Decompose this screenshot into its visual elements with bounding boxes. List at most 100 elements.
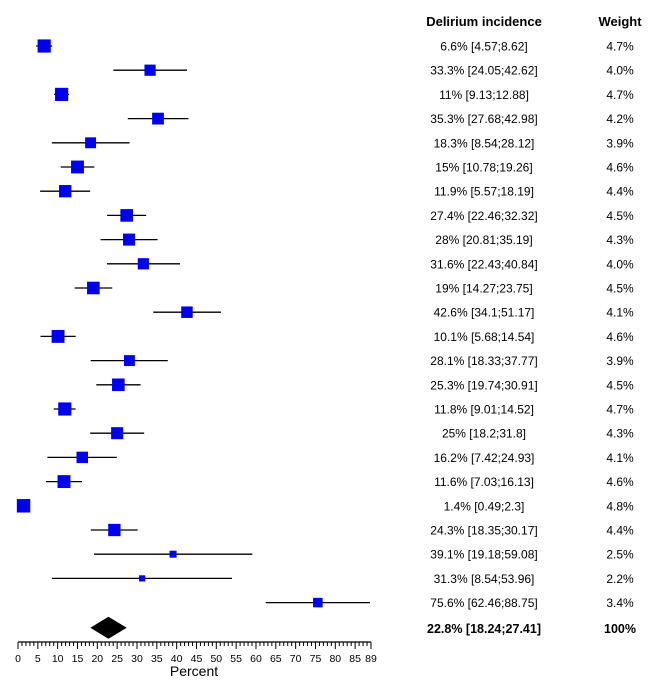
x-tick-label: 45	[191, 653, 203, 665]
incidence-ci-label: 27.4% [22.46;32.32]	[430, 209, 537, 223]
weight-label: 4.5%	[606, 209, 634, 223]
point-estimate-marker	[112, 378, 125, 392]
weight-label: 4.2%	[606, 112, 634, 126]
study-row: 25.3% [19.74;30.91] 4.5%	[96, 378, 634, 392]
study-row: 24.3% [18.35;30.17] 4.4%	[90, 523, 634, 538]
weight-label: 4.4%	[606, 185, 634, 199]
study-row: 19% [14.27;23.75] 4.5%	[74, 282, 634, 296]
incidence-ci-label: 15% [10.78;19.26]	[435, 161, 532, 175]
point-estimate-marker	[76, 451, 88, 464]
incidence-ci-label: 39.1% [19.18;59.08]	[430, 548, 537, 562]
point-estimate-marker	[37, 39, 51, 53]
incidence-ci-label: 11.9% [5.57;18.19]	[434, 185, 534, 199]
incidence-ci-label: 35.3% [27.68;42.98]	[430, 112, 537, 126]
x-tick-label: 35	[151, 653, 163, 665]
x-tick-label: 60	[250, 653, 262, 665]
weight-label: 4.1%	[606, 451, 634, 465]
study-row: 75.6% [62.46;88.75] 3.4%	[265, 596, 634, 610]
incidence-ci-label: 16.2% [7.42;24.93]	[434, 451, 535, 465]
x-tick-label: 85	[349, 653, 361, 665]
weight-label: 4.3%	[606, 233, 634, 247]
x-tick-label: 25	[111, 653, 123, 665]
point-estimate-marker	[57, 475, 71, 489]
x-tick-label: 15	[72, 653, 84, 665]
point-estimate-marker	[120, 209, 133, 222]
weight-label: 4.8%	[606, 499, 634, 513]
point-estimate-marker	[55, 87, 69, 101]
weight-label: 4.1%	[606, 306, 634, 320]
study-row: 16.2% [7.42;24.93] 4.1%	[47, 451, 634, 465]
study-row: 6.6% [4.57;8.62] 4.7%	[36, 39, 634, 54]
incidence-ci-label: 28% [20.81;35.19]	[435, 233, 532, 247]
study-row: 11.9% [5.57;18.19] 4.4%	[40, 185, 634, 199]
x-axis-label: Percent	[170, 663, 218, 679]
summary-ci-label: 22.8% [18.24;27.41]	[427, 622, 541, 636]
point-estimate-marker	[123, 355, 135, 367]
point-estimate-marker	[139, 575, 146, 582]
study-row: 42.6% [34.1;51.17] 4.1%	[153, 306, 634, 320]
x-tick-label: 5	[35, 653, 41, 665]
incidence-ci-label: 25.3% [19.74;30.91]	[430, 378, 537, 392]
weight-column-header: Weight	[598, 14, 642, 29]
weight-label: 4.7%	[606, 40, 634, 54]
point-estimate-marker	[108, 523, 121, 537]
study-row: 27.4% [22.46;32.32] 4.5%	[107, 209, 634, 223]
weight-label: 4.5%	[606, 378, 634, 392]
incidence-ci-label: 10.1% [5.68;14.54]	[434, 330, 535, 344]
point-estimate-marker	[16, 499, 31, 513]
incidence-ci-label: 24.3% [18.35;30.17]	[430, 524, 537, 538]
x-tick-label: 30	[131, 653, 143, 665]
x-tick-label: 80	[329, 653, 341, 665]
study-row: 39.1% [19.18;59.08] 2.5%	[94, 548, 634, 562]
incidence-ci-label: 11% [9.13;12.88]	[439, 88, 529, 102]
point-estimate-marker	[181, 306, 193, 318]
x-tick-label: 89	[365, 653, 377, 665]
study-rows: 6.6% [4.57;8.62] 4.7% 33.3% [24.05;42.62] 4…	[16, 39, 634, 610]
weight-label: 3.4%	[606, 596, 634, 610]
study-row: 15% [10.78;19.26] 4.6%	[60, 161, 634, 175]
study-row: 10.1% [5.68;14.54] 4.6%	[40, 329, 634, 344]
weight-label: 4.0%	[606, 64, 634, 78]
study-row: 35.3% [27.68;42.98] 4.2%	[127, 112, 634, 126]
point-estimate-marker	[111, 427, 124, 440]
x-tick-label: 10	[52, 653, 64, 665]
incidence-column-header: Delirium incidence	[426, 14, 542, 29]
x-tick-label: 70	[290, 653, 302, 665]
study-row: 31.3% [8.54;53.96] 2.2%	[51, 572, 634, 586]
summary-diamond	[90, 616, 127, 639]
weight-label: 2.5%	[606, 548, 634, 562]
weight-label: 4.0%	[606, 257, 634, 271]
point-estimate-marker	[85, 137, 97, 149]
study-row: 31.6% [22.43;40.84] 4.0%	[106, 257, 634, 271]
x-tick-label: 55	[230, 653, 242, 665]
point-estimate-marker	[59, 185, 72, 198]
summary-row: 22.8% [18.24;27.41] 100%	[90, 616, 636, 639]
incidence-ci-label: 75.6% [62.46;88.75]	[430, 596, 537, 610]
weight-label: 4.6%	[606, 330, 634, 344]
x-tick-label: 50	[210, 653, 222, 665]
study-row: 1.4% [0.49;2.3] 4.8%	[16, 499, 634, 513]
study-row: 28.1% [18.33;37.77] 3.9%	[90, 354, 634, 368]
incidence-ci-label: 19% [14.27;23.75]	[435, 282, 532, 296]
incidence-ci-label: 11.8% [9.01;14.52]	[434, 403, 534, 417]
study-row: 18.3% [8.54;28.12] 3.9%	[51, 136, 634, 150]
point-estimate-marker	[144, 64, 156, 76]
weight-label: 3.9%	[606, 354, 634, 368]
point-estimate-marker	[51, 329, 65, 343]
incidence-ci-label: 28.1% [18.33;37.77]	[430, 354, 537, 368]
weight-label: 4.5%	[606, 282, 634, 296]
x-tick-label: 75	[310, 653, 322, 665]
incidence-ci-label: 1.4% [0.49;2.3]	[444, 499, 525, 513]
weight-label: 2.2%	[606, 572, 634, 586]
summary-weight-label: 100%	[604, 622, 636, 636]
x-tick-label: 20	[91, 653, 103, 665]
study-row: 25% [18.2;31.8] 4.3%	[90, 427, 634, 441]
point-estimate-marker	[313, 597, 323, 608]
weight-label: 4.7%	[606, 403, 634, 417]
study-row: 28% [20.81;35.19] 4.3%	[100, 233, 634, 247]
weight-label: 4.6%	[606, 475, 634, 489]
weight-label: 4.4%	[606, 524, 634, 538]
incidence-ci-label: 33.3% [24.05;42.62]	[430, 64, 537, 78]
weight-label: 3.9%	[606, 136, 634, 150]
